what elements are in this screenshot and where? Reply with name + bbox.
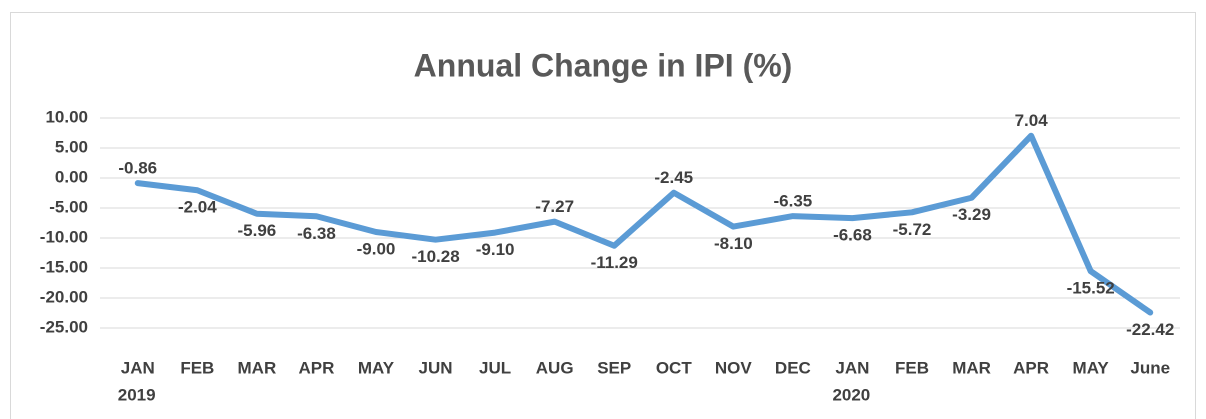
- x-tick-label: MAY: [358, 358, 395, 377]
- data-label: -9.00: [357, 239, 396, 258]
- data-label: -6.38: [297, 224, 336, 243]
- x-tick-label: NOV: [715, 358, 753, 377]
- data-label: -5.96: [238, 221, 277, 240]
- chart-border: [10, 12, 1196, 419]
- data-label: 7.04: [1015, 111, 1049, 130]
- x-tick-label: MAY: [1073, 358, 1110, 377]
- y-tick-label: 10.00: [45, 107, 88, 126]
- y-tick-label: 0.00: [55, 167, 88, 186]
- x-tick-label: FEB: [180, 358, 214, 377]
- data-label: -7.27: [535, 197, 574, 216]
- data-label: -0.86: [118, 159, 157, 178]
- y-tick-label: -5.00: [49, 197, 88, 216]
- x-tick-label: June: [1130, 358, 1170, 377]
- data-label: -8.10: [714, 234, 753, 253]
- data-label: -2.45: [654, 168, 693, 187]
- x-tick-label: DEC: [775, 358, 811, 377]
- data-label: -22.42: [1126, 320, 1174, 339]
- data-label: -5.72: [893, 220, 932, 239]
- year-label: 2019: [118, 385, 156, 404]
- chart-title: Annual Change in IPI (%): [414, 47, 793, 83]
- data-label: -15.52: [1067, 279, 1115, 298]
- x-tick-label: JAN: [835, 358, 869, 377]
- data-label: -3.29: [952, 205, 991, 224]
- x-tick-label: JUL: [479, 358, 511, 377]
- y-tick-label: -20.00: [40, 287, 88, 306]
- data-label: -9.10: [476, 240, 515, 259]
- x-tick-label: MAR: [238, 358, 277, 377]
- data-label: -10.28: [411, 247, 459, 266]
- x-tick-label: SEP: [597, 358, 631, 377]
- x-tick-label: JAN: [121, 358, 155, 377]
- data-label: -11.29: [591, 253, 638, 272]
- data-label: -6.68: [833, 226, 872, 245]
- x-tick-label: AUG: [536, 358, 574, 377]
- x-tick-label: APR: [1013, 358, 1049, 377]
- y-tick-label: -15.00: [40, 257, 88, 276]
- x-tick-label: JUN: [419, 358, 453, 377]
- year-label: 2020: [832, 385, 870, 404]
- data-line: [134, 132, 1154, 316]
- x-tick-label: OCT: [656, 358, 693, 377]
- x-tick-label: FEB: [895, 358, 929, 377]
- x-tick-label: APR: [298, 358, 334, 377]
- data-label: -6.35: [774, 192, 813, 211]
- x-tick-label: MAR: [952, 358, 991, 377]
- data-label: -2.04: [178, 198, 217, 217]
- y-tick-label: -25.00: [40, 317, 88, 336]
- y-tick-label: -10.00: [40, 227, 88, 246]
- y-tick-label: 5.00: [55, 137, 88, 156]
